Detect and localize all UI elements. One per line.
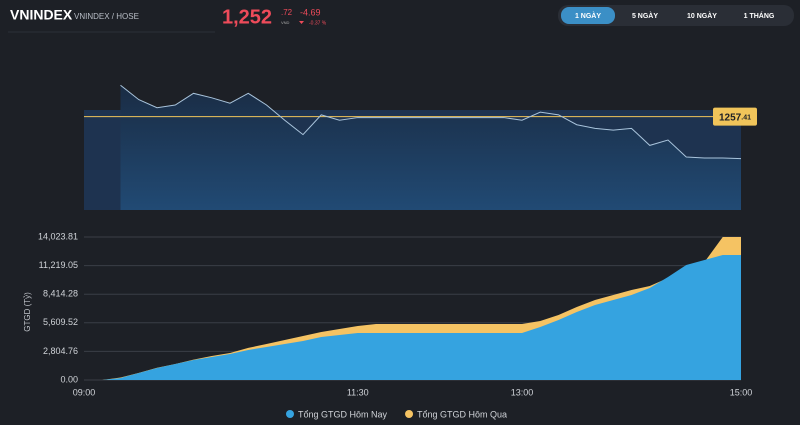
y-tick-label: 2,804.76: [43, 346, 78, 356]
area-series: [84, 254, 741, 380]
legend-marker: [405, 410, 414, 418]
tab-active: [561, 7, 615, 24]
tab-bar: [558, 5, 794, 26]
reference-label-main: 1257: [719, 112, 742, 123]
y-tick-label: 14,023.81: [38, 231, 78, 241]
y-tick-label: 5,609.52: [43, 317, 78, 327]
change: -4.69: [300, 7, 321, 17]
down-arrow: [299, 21, 304, 24]
legend-label: Tổng GTGD Hôm Nay: [298, 409, 388, 419]
legend-label: Tổng GTGD Hôm Qua: [417, 409, 507, 419]
price-line: [120, 84, 742, 160]
x-tick-label: 15:00: [730, 387, 753, 397]
reference-label-decimal: .41: [741, 114, 751, 121]
x-tick-label: 13:00: [511, 387, 534, 397]
x-tick-label: 11:30: [347, 387, 369, 397]
reference-badge: [713, 107, 757, 126]
reference-label: 1257.41: [719, 112, 751, 123]
price-decimal: .72: [281, 8, 293, 17]
tab[interactable]: 5 NGÀY: [632, 11, 658, 20]
x-tick-label: 09:00: [73, 387, 96, 397]
y-axis-label: GTGD (Tỷ): [23, 292, 32, 332]
tab[interactable]: 1 THÁNG: [744, 11, 775, 20]
price: 1,252: [222, 6, 272, 28]
tab[interactable]: 10 NGÀY: [687, 11, 717, 20]
exchange: VNINDEX / HOSE: [74, 12, 139, 21]
y-tick-label: 8,414.28: [43, 289, 78, 299]
change-pct: -0.37 %: [309, 20, 327, 26]
tab[interactable]: 1 NGÀY: [575, 11, 601, 20]
y-tick-label: 0.00: [60, 374, 78, 384]
currency: VND: [281, 20, 290, 25]
legend-marker: [286, 410, 294, 418]
y-tick-label: 11,219.05: [39, 260, 78, 270]
symbol: VNINDEX: [10, 7, 73, 23]
